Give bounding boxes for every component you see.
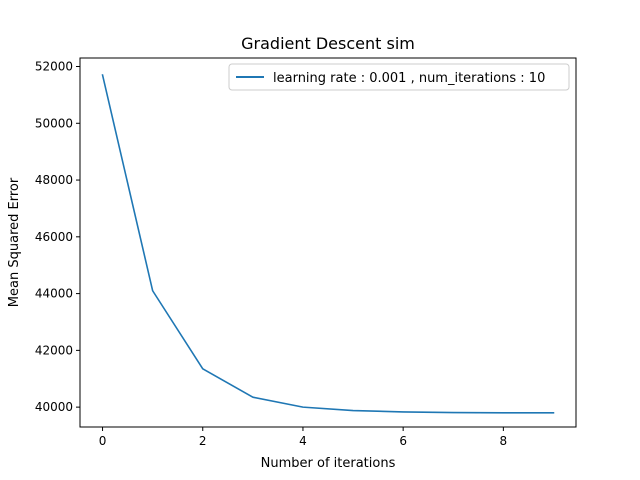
x-tick-label: 2 [199,434,207,448]
legend-box [228,63,570,91]
chart-title: Gradient Descent sim [241,34,415,53]
y-tick-label: 46000 [35,230,73,244]
y-tick-label: 50000 [35,116,73,130]
plot-area [80,58,576,427]
y-axis-ticks: 40000 42000 44000 46000 48000 50000 52000 [35,60,80,414]
x-axis-ticks: 0 2 4 6 8 [99,427,507,448]
y-tick-label: 42000 [35,343,73,357]
y-tick-label: 52000 [35,60,73,74]
x-axis-label: Number of iterations [261,456,396,471]
x-tick-label: 4 [299,434,307,448]
x-tick-label: 6 [399,434,407,448]
series-group [101,74,555,414]
y-tick-label: 48000 [35,173,73,187]
y-axis-label: Mean Squared Error [7,177,22,307]
series-line [101,74,555,414]
y-tick-label: 40000 [35,400,73,414]
legend: learning rate : 0.001 , num_iterations :… [228,63,570,91]
x-tick-label: 0 [99,434,107,448]
y-tick-label: 44000 [35,287,73,301]
x-tick-label: 8 [500,434,508,448]
legend-label: learning rate : 0.001 , num_iterations :… [273,71,545,86]
plot-frame [79,57,577,428]
